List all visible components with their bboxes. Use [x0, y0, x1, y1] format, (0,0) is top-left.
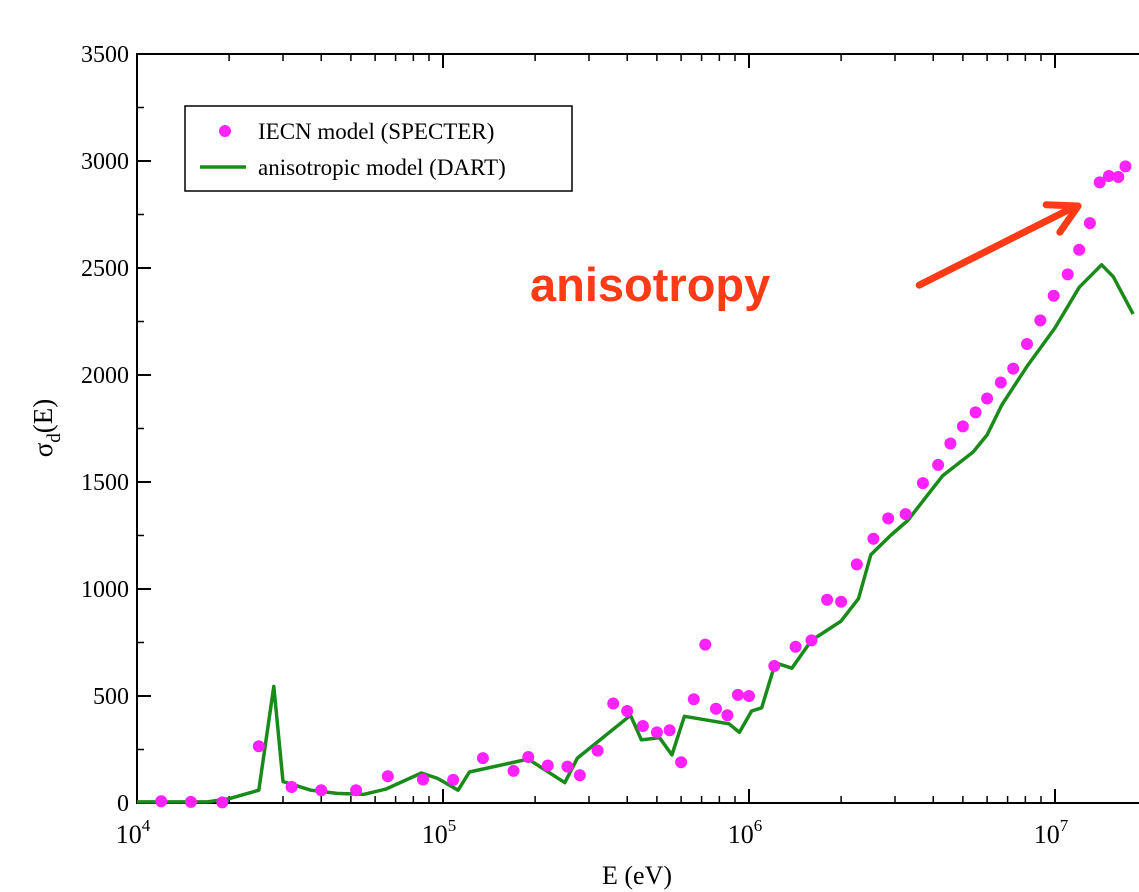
data-point-specter [252, 740, 265, 753]
x-tick-base: 10 [728, 820, 754, 849]
data-point-specter [541, 759, 554, 772]
data-point-specter [1073, 243, 1086, 256]
data-point-specter [1061, 268, 1074, 281]
data-point-specter [882, 512, 895, 525]
data-point-specter [184, 795, 197, 808]
x-tick-exponent: 7 [1060, 816, 1069, 835]
data-point-specter [867, 532, 880, 545]
data-point-specter [1007, 362, 1020, 375]
data-point-specter [768, 660, 781, 672]
data-point-specter [969, 406, 982, 419]
legend: IECN model (SPECTER) anisotropic model (D… [184, 105, 573, 192]
legend-marker-specter [219, 125, 231, 137]
data-point-specter [944, 437, 957, 450]
data-point-specter [1119, 160, 1132, 173]
y-tick-label: 3500 [81, 42, 129, 68]
y-label-tail: (E) [28, 399, 58, 433]
data-point-specter [315, 784, 328, 797]
legend-label-dart: anisotropic model (DART) [258, 155, 506, 180]
x-tick-exponent: 6 [754, 816, 763, 835]
y-tick-label: 2500 [81, 256, 129, 282]
data-point-specter [850, 558, 863, 571]
y-tick-label: 500 [93, 684, 129, 710]
x-tick-exponent: 4 [142, 816, 151, 835]
data-point-specter [1083, 217, 1096, 230]
annotation-arrowhead [1042, 201, 1082, 236]
data-point-specter [675, 756, 688, 769]
data-point-specter [835, 595, 848, 608]
data-point-specter [285, 781, 298, 793]
data-point-specter [899, 508, 912, 521]
data-point-specter [710, 702, 722, 715]
annotation-arrow-shaft [915, 205, 1074, 289]
data-point-specter [731, 688, 744, 701]
data-point-specter [350, 784, 363, 797]
y-axis-label: σd(E) [28, 399, 65, 458]
data-point-specter [1034, 314, 1047, 327]
data-point-specter [1047, 289, 1060, 302]
data-point-specter [687, 693, 700, 706]
legend-label-specter: IECN model (SPECTER) [258, 119, 494, 144]
data-point-specter [381, 770, 394, 783]
x-tick-base: 10 [422, 820, 448, 849]
data-point-specter [1021, 338, 1033, 350]
data-point-specter [721, 709, 734, 722]
data-point-specter [447, 773, 460, 786]
data-point-specter [417, 773, 429, 786]
data-point-specter [789, 640, 802, 653]
annotation: anisotropy [530, 201, 1082, 311]
y-tick-label: 3000 [81, 149, 129, 175]
x-tick-base: 10 [1034, 820, 1060, 849]
data-point-specter [743, 690, 755, 702]
data-point-specter [650, 726, 663, 739]
data-point-specter [821, 593, 834, 606]
x-tick-label: 106 [728, 816, 763, 849]
x-tick-label: 107 [1034, 816, 1069, 849]
data-point-specter [805, 634, 818, 647]
data-point-specter [932, 458, 945, 471]
data-point-specter [1112, 171, 1125, 183]
x-axis-label: E (eV) [602, 861, 672, 890]
data-point-specter [956, 420, 969, 433]
x-tick-base: 10 [116, 820, 142, 849]
data-point-specter [573, 769, 586, 782]
legend-box [184, 105, 573, 192]
x-tick-exponent: 5 [448, 816, 457, 835]
data-point-specter [561, 760, 574, 773]
data-point-specter [216, 796, 229, 809]
y-tick-label: 0 [117, 791, 129, 817]
data-point-specter [522, 751, 535, 763]
data-point-specter [663, 724, 676, 737]
data-point-specter [699, 638, 712, 651]
y-tick-label: 2000 [81, 363, 129, 389]
data-point-specter [994, 376, 1007, 389]
data-point-specter [1093, 176, 1106, 189]
annotation-label: anisotropy [530, 258, 770, 311]
data-point-specter [916, 477, 929, 490]
chart-marks [136, 53, 1139, 809]
data-point-specter [621, 705, 634, 717]
data-point-specter [981, 392, 994, 405]
y-tick-label: 1500 [81, 470, 129, 496]
x-tick-label: 105 [422, 816, 457, 849]
data-point-specter [591, 744, 604, 757]
data-point-specter [155, 795, 168, 808]
data-point-specter [476, 752, 489, 765]
series-line-dart [137, 263, 1135, 804]
y-label-symbol: σ [28, 442, 58, 457]
data-point-specter [1102, 170, 1115, 182]
x-tick-label: 104 [116, 816, 151, 849]
y-tick-label: 1000 [81, 577, 129, 603]
y-label-subscript: d [44, 433, 65, 443]
data-point-specter [607, 697, 620, 710]
data-point-specter [507, 764, 520, 777]
data-point-specter [636, 720, 649, 732]
